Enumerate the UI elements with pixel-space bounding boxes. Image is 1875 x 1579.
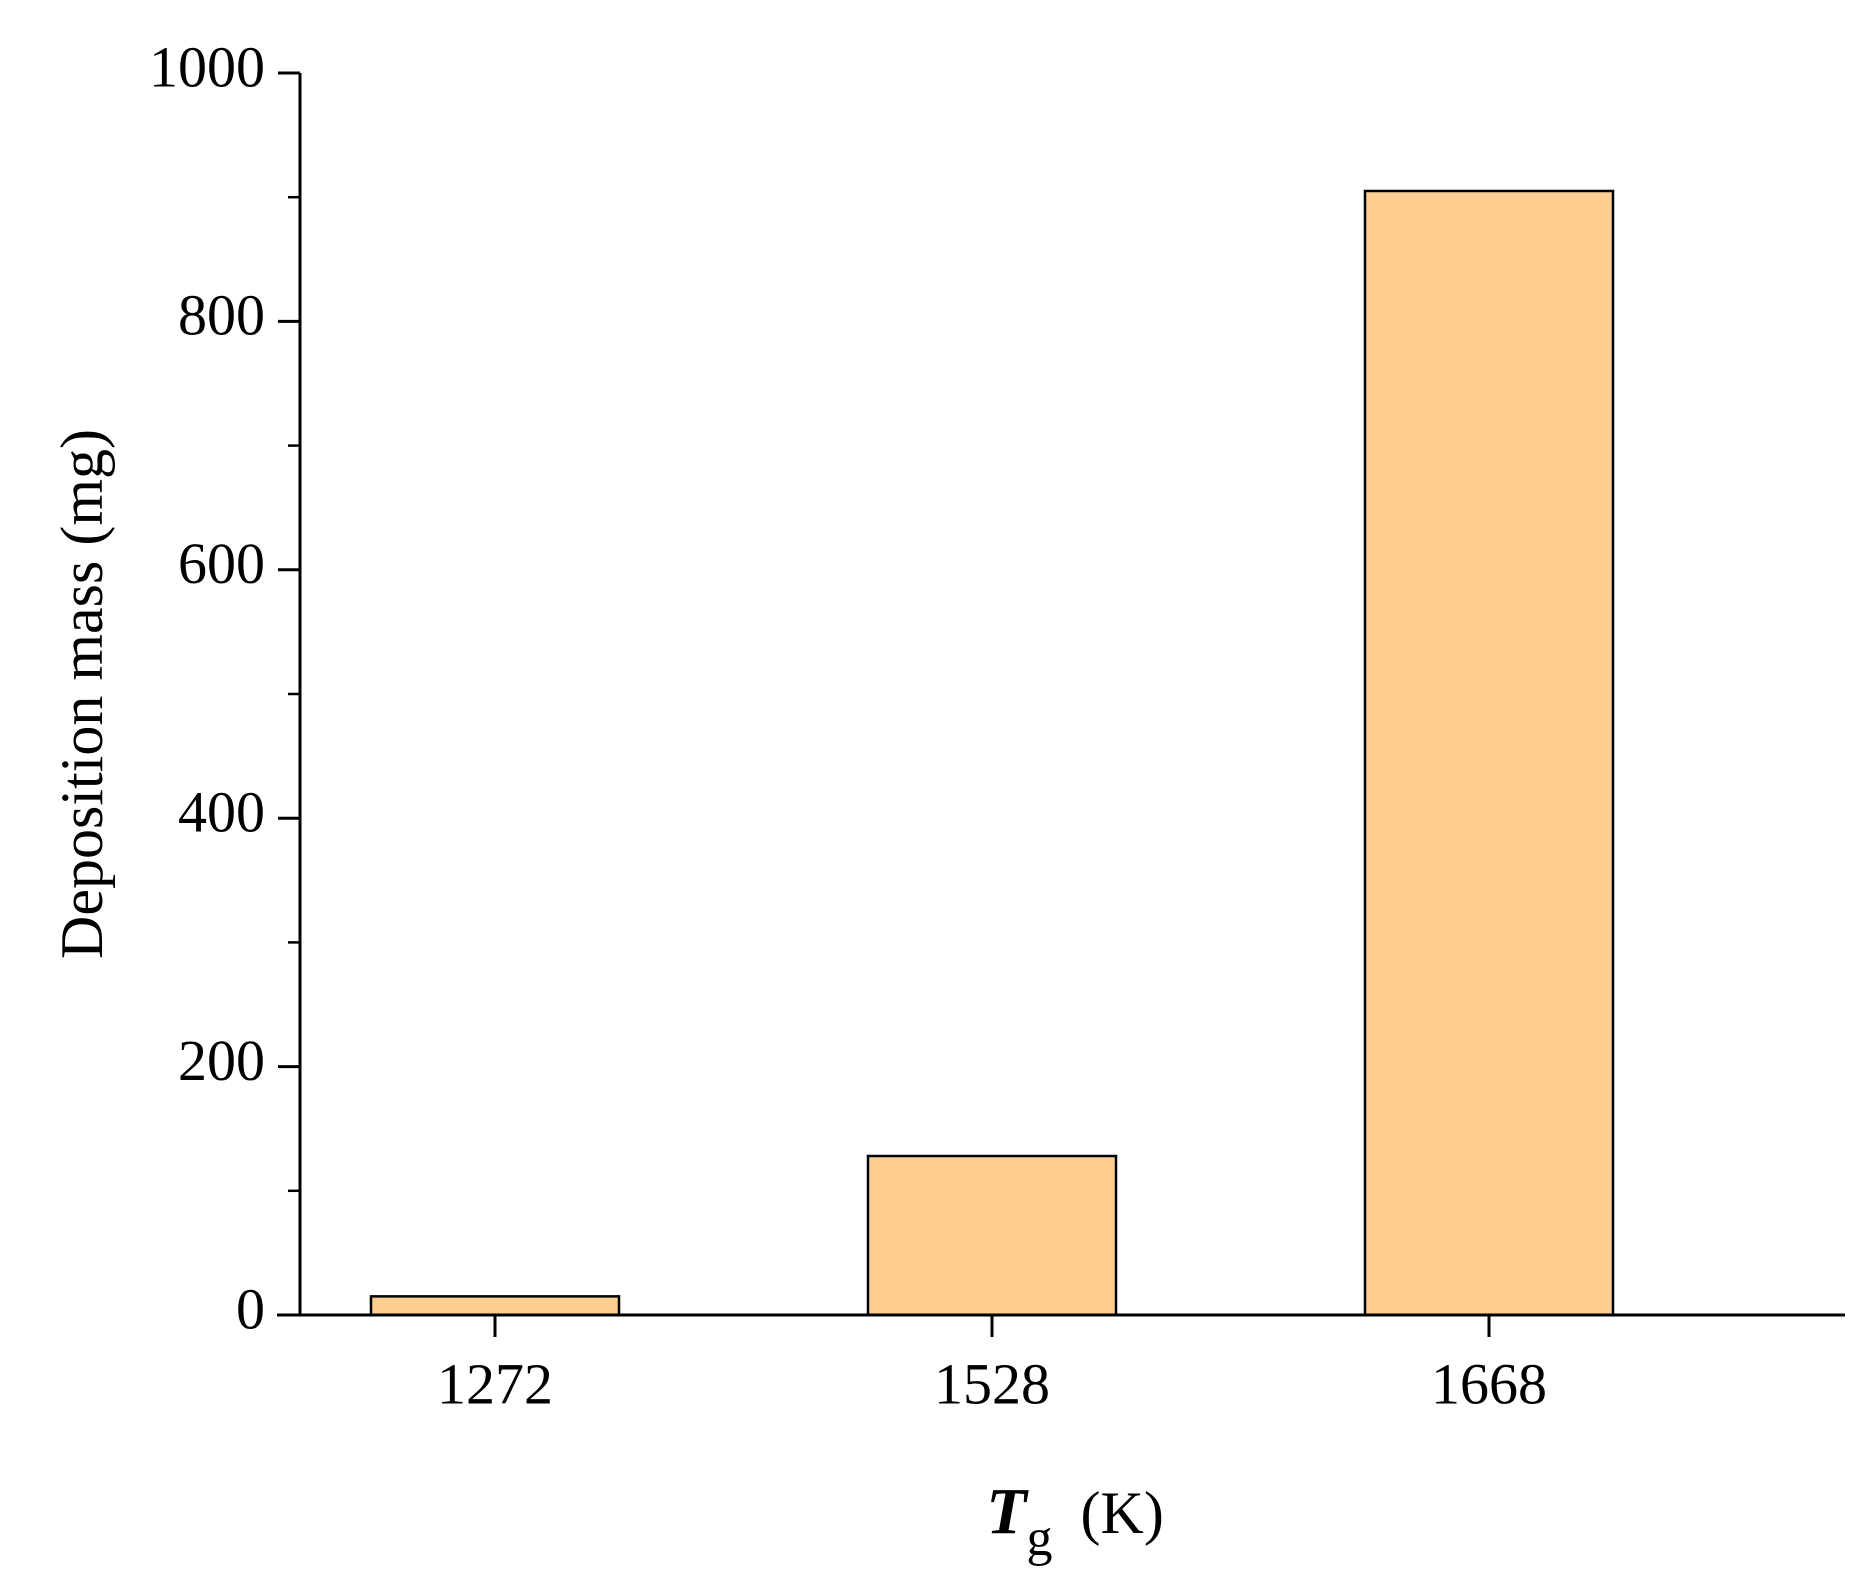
y-tick-label: 400 — [178, 780, 265, 845]
y-axis-title: Deposition mass (mg) — [49, 429, 115, 959]
y-tick-label: 600 — [178, 531, 265, 596]
y-tick-label: 0 — [236, 1276, 265, 1341]
x-axis-symbol: T — [986, 1475, 1029, 1548]
bar-1528 — [866, 1154, 1118, 1317]
bar-1272 — [369, 1295, 621, 1317]
x-tick-label: 1668 — [1431, 1351, 1547, 1416]
x-tick-label: 1272 — [437, 1351, 553, 1416]
bars-group — [369, 189, 1615, 1317]
y-ticks-group: 0 200 400 600 800 1000 — [149, 34, 300, 1341]
x-axis-subscript: g — [1027, 1510, 1053, 1567]
y-tick-label: 200 — [178, 1028, 265, 1093]
bar-1668 — [1363, 189, 1615, 1317]
x-ticks-group: 1272 1528 1668 — [437, 1315, 1547, 1416]
x-tick-label: 1528 — [934, 1351, 1050, 1416]
y-tick-label: 1000 — [149, 34, 265, 99]
x-axis-title: Tg (K) — [986, 1475, 1164, 1567]
x-axis-unit: (K) — [1081, 1480, 1164, 1546]
y-tick-label: 800 — [178, 283, 265, 348]
